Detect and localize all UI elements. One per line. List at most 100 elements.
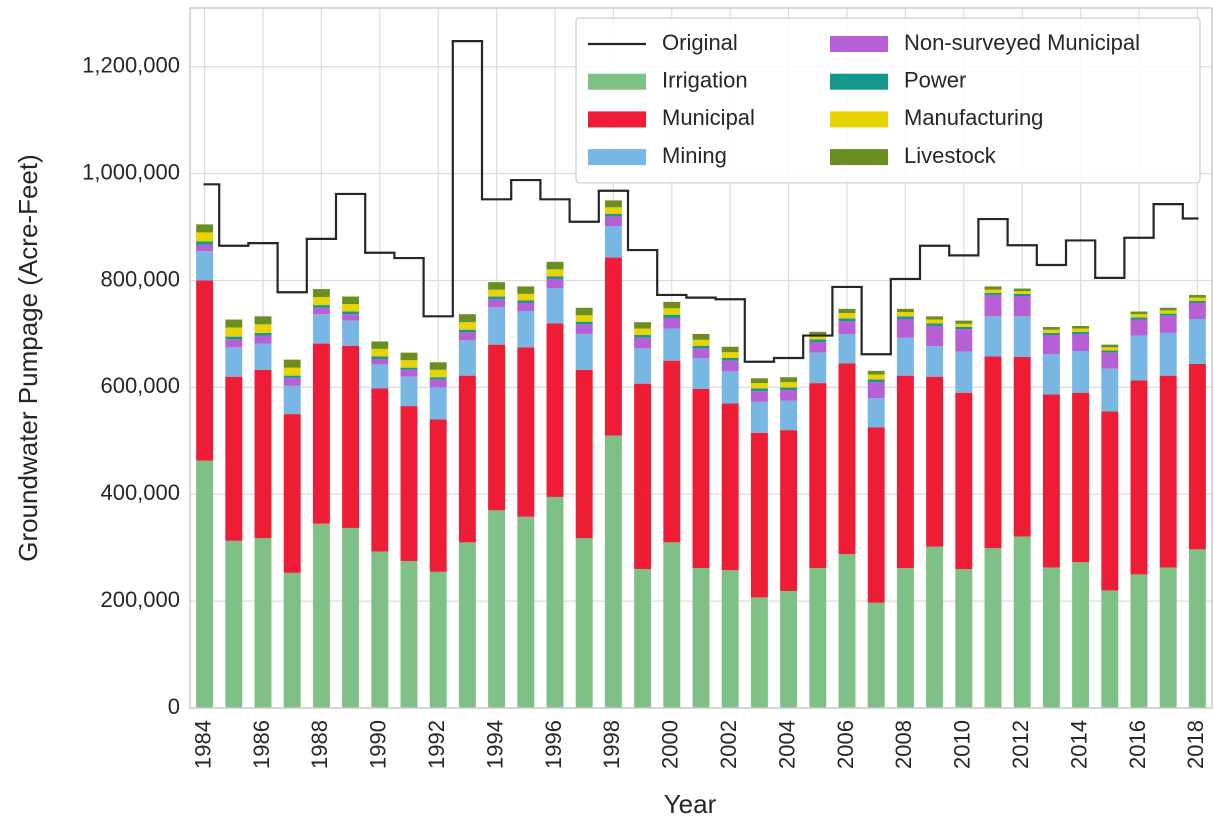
bar-segment — [1072, 325, 1090, 329]
bar-segment — [312, 289, 330, 298]
bar-segment — [896, 568, 914, 708]
bar-segment — [1130, 319, 1148, 336]
bar-segment — [283, 359, 301, 368]
bar-segment — [984, 292, 1002, 295]
bar-segment — [604, 435, 622, 708]
bar-segment — [955, 351, 973, 393]
bar-segment — [1101, 411, 1119, 591]
bar-segment — [1188, 549, 1206, 708]
bar-segment — [750, 383, 768, 389]
bar-segment — [780, 430, 798, 591]
bar-segment — [371, 388, 389, 552]
bar-segment — [1130, 335, 1148, 381]
bar-segment — [663, 542, 681, 708]
bar-segment — [1013, 356, 1031, 537]
bar-segment — [896, 312, 914, 317]
legend-patch — [588, 111, 646, 128]
bar-segment — [750, 401, 768, 433]
bar-segment — [634, 337, 652, 349]
bar-segment — [342, 345, 360, 528]
bar-segment — [1013, 536, 1031, 708]
bar-segment — [1130, 574, 1148, 708]
bar-segment — [342, 314, 360, 321]
bar-segment — [1101, 368, 1119, 412]
bar-segment — [225, 540, 243, 708]
bar-segment — [838, 321, 856, 334]
bar-segment — [721, 360, 739, 372]
bar-segment — [283, 375, 301, 378]
bar-segment — [1188, 363, 1206, 550]
bar-segment — [1130, 317, 1148, 320]
bar-segment — [371, 359, 389, 365]
bar-segment — [1042, 327, 1060, 330]
bar-segment — [342, 527, 360, 708]
x-tick-label: 2018 — [1183, 720, 1208, 769]
bar-segment — [926, 316, 944, 320]
bar-segment — [254, 335, 272, 344]
bar-segment — [458, 332, 476, 341]
bar-segment — [1042, 329, 1060, 333]
bar-segment — [692, 333, 710, 340]
bar-segment — [926, 323, 944, 326]
bar-segment — [634, 383, 652, 570]
bar-segment — [283, 367, 301, 376]
x-tick-label: 1984 — [190, 720, 215, 769]
bar-segment — [546, 276, 564, 279]
bar-segment — [1130, 311, 1148, 315]
bar-segment — [517, 516, 535, 708]
bar-segment — [1101, 590, 1119, 708]
bar-segment — [750, 391, 768, 402]
bar-segment — [546, 496, 564, 708]
bar-segment — [342, 320, 360, 346]
x-tick-label: 2002 — [716, 720, 741, 769]
bar-segment — [984, 316, 1002, 357]
bar-segment — [1072, 333, 1090, 352]
bar-segment — [809, 352, 827, 384]
bar-segment — [838, 554, 856, 708]
bar-segment — [692, 348, 710, 358]
bar-segment — [721, 352, 739, 358]
bar-segment — [371, 356, 389, 360]
bar-segment — [196, 460, 214, 708]
bar-segment — [692, 388, 710, 568]
bar-segment — [488, 296, 506, 300]
bar-segment — [955, 569, 973, 708]
bar-segment — [312, 307, 330, 315]
bar-segment — [225, 327, 243, 337]
bar-segment — [1013, 291, 1031, 294]
bar-segment — [429, 362, 447, 370]
y-tick-label: 400,000 — [100, 480, 180, 505]
bar-segment — [780, 590, 798, 708]
bar-segment — [1042, 394, 1060, 568]
bar-segment — [867, 398, 885, 428]
bar-segment — [546, 269, 564, 277]
bar-segment — [254, 332, 272, 336]
bar-segment — [838, 333, 856, 364]
bar-segment — [867, 374, 885, 380]
bar-segment — [604, 200, 622, 208]
bar-segment — [663, 314, 681, 318]
bar-segment — [984, 286, 1002, 290]
bar-segment — [604, 226, 622, 258]
bar-segment — [400, 367, 418, 370]
x-tick-label: 1986 — [249, 720, 274, 769]
bar-segment — [1072, 328, 1090, 332]
bar-segment — [312, 305, 330, 308]
x-tick-label: 2012 — [1008, 720, 1033, 769]
bar-segment — [809, 341, 827, 353]
bar-segment — [1188, 300, 1206, 303]
bar-segment — [546, 323, 564, 497]
bar-segment — [780, 400, 798, 431]
bar-segment — [1101, 350, 1119, 353]
bar-segment — [1188, 297, 1206, 301]
bar-segment — [458, 322, 476, 330]
x-tick-label: 2016 — [1125, 720, 1150, 769]
bar-segment — [371, 551, 389, 708]
bar-segment — [225, 339, 243, 348]
bar-segment — [488, 299, 506, 308]
bar-segment — [780, 390, 798, 401]
bar-segment — [400, 352, 418, 361]
bar-segment — [1159, 307, 1177, 311]
legend-patch — [588, 73, 646, 90]
